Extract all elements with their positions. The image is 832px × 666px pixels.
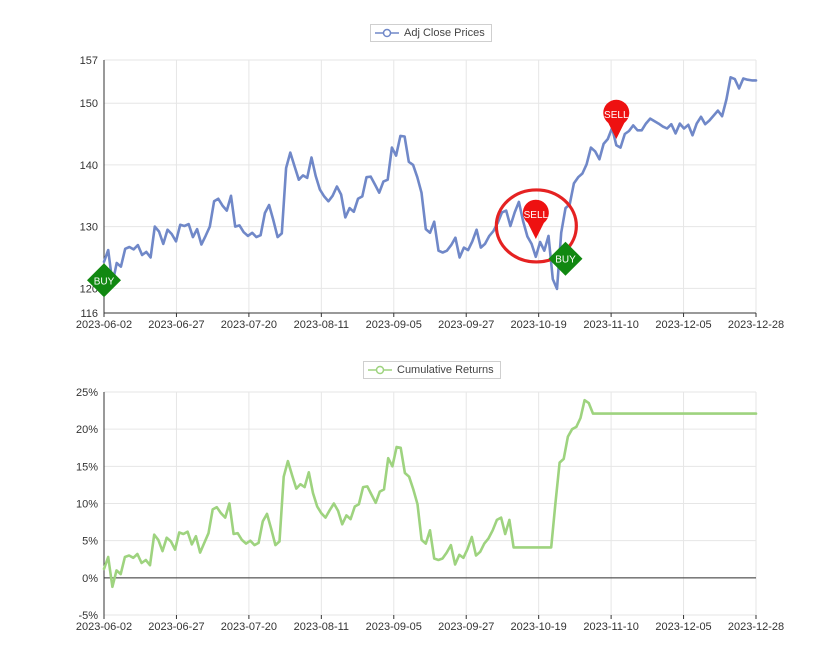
y-tick-label: 157 (80, 55, 98, 67)
x-tick-label: 2023-06-27 (148, 621, 204, 633)
legend-label: Adj Close Prices (404, 27, 485, 39)
sell-marker-label: SELL (524, 210, 549, 221)
y-tick-label: 0% (82, 573, 98, 585)
buy-marker (548, 241, 583, 276)
series-line (102, 76, 758, 291)
x-tick-label: 2023-11-10 (583, 621, 638, 633)
x-tick-label: 2023-09-27 (438, 621, 494, 633)
x-tick-label: 2023-06-27 (148, 319, 204, 331)
y-tick-label: -5% (78, 610, 98, 622)
buy-marker-label: BUY (555, 255, 576, 266)
x-tick-label: 2023-10-19 (511, 621, 567, 633)
x-tick-label: 2023-11-10 (583, 319, 638, 331)
legend-cumulative-returns[interactable]: Cumulative Returns (363, 361, 501, 379)
y-tick-label: 15% (76, 461, 98, 473)
y-tick-label: 25% (76, 387, 98, 399)
y-tick-label: 116 (80, 308, 98, 320)
legend-line-icon (375, 28, 399, 38)
x-tick-label: 2023-12-28 (728, 621, 784, 633)
x-tick-label: 2023-09-05 (366, 621, 422, 633)
sell-marker (603, 99, 630, 139)
series-line (102, 398, 758, 589)
buy-marker-label: BUY (94, 276, 115, 287)
x-tick-label: 2023-08-11 (294, 319, 349, 331)
legend-line-icon (368, 365, 392, 375)
x-tick-label: 2023-09-27 (438, 319, 494, 331)
y-tick-label: 10% (76, 499, 98, 511)
legend-adj-close-prices[interactable]: Adj Close Prices (370, 24, 492, 42)
y-tick-label: 150 (80, 98, 98, 110)
x-tick-label: 2023-07-20 (221, 621, 277, 633)
x-tick-label: 2023-12-05 (655, 319, 711, 331)
y-tick-label: 140 (80, 160, 98, 172)
x-tick-label: 2023-08-11 (294, 621, 349, 633)
y-tick-label: 5% (82, 536, 98, 548)
sell-marker-label: SELL (604, 110, 629, 121)
highlight-circle (494, 188, 578, 264)
x-tick-label: 2023-10-19 (511, 319, 567, 331)
x-tick-label: 2023-09-05 (366, 319, 422, 331)
x-tick-label: 2023-06-02 (76, 319, 132, 331)
buy-marker (87, 263, 121, 298)
x-tick-label: 2023-12-05 (655, 621, 711, 633)
x-tick-label: 2023-12-28 (728, 319, 784, 331)
x-tick-label: 2023-06-02 (76, 621, 132, 633)
sell-marker (522, 199, 549, 239)
y-tick-label: 130 (80, 222, 98, 234)
legend-label: Cumulative Returns (397, 364, 494, 376)
y-tick-label: 20% (76, 424, 98, 436)
x-tick-label: 2023-07-20 (221, 319, 277, 331)
